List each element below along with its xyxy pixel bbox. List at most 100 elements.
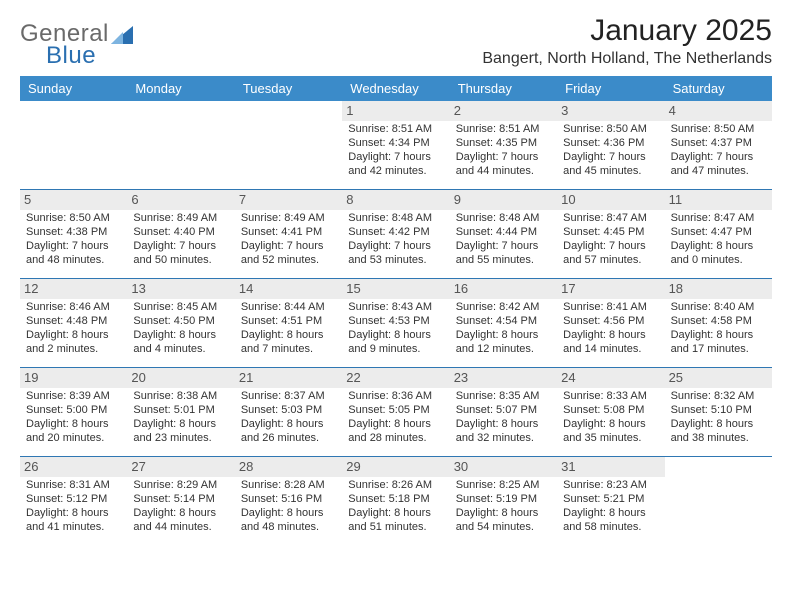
daylight-line: Daylight: 8 hours and 14 minutes. — [563, 329, 658, 357]
sunset-line: Sunset: 4:45 PM — [563, 226, 658, 240]
day-number: 9 — [450, 190, 557, 210]
day-cell: 14Sunrise: 8:44 AMSunset: 4:51 PMDayligh… — [235, 279, 342, 367]
dow-cell: Saturday — [665, 76, 772, 101]
sunset-line: Sunset: 4:36 PM — [563, 137, 658, 151]
calendar-body: 1Sunrise: 8:51 AMSunset: 4:34 PMDaylight… — [20, 101, 772, 545]
daylight-line: Daylight: 7 hours and 55 minutes. — [456, 240, 551, 268]
day-number: 1 — [342, 101, 449, 121]
day-cell: 18Sunrise: 8:40 AMSunset: 4:58 PMDayligh… — [665, 279, 772, 367]
daylight-line: Daylight: 8 hours and 7 minutes. — [241, 329, 336, 357]
day-number: 8 — [342, 190, 449, 210]
daylight-line: Daylight: 8 hours and 9 minutes. — [348, 329, 443, 357]
sunrise-line: Sunrise: 8:50 AM — [563, 123, 658, 137]
daylight-line: Daylight: 7 hours and 44 minutes. — [456, 151, 551, 179]
day-number: 22 — [342, 368, 449, 388]
day-cell: 29Sunrise: 8:26 AMSunset: 5:18 PMDayligh… — [342, 457, 449, 545]
day-cell: 31Sunrise: 8:23 AMSunset: 5:21 PMDayligh… — [557, 457, 664, 545]
sunrise-line: Sunrise: 8:43 AM — [348, 301, 443, 315]
sunset-line: Sunset: 5:16 PM — [241, 493, 336, 507]
sunrise-line: Sunrise: 8:51 AM — [456, 123, 551, 137]
day-number: 15 — [342, 279, 449, 299]
brand-part2: Blue — [46, 42, 133, 70]
sunset-line: Sunset: 5:19 PM — [456, 493, 551, 507]
daylight-line: Daylight: 7 hours and 53 minutes. — [348, 240, 443, 268]
day-number: 10 — [557, 190, 664, 210]
day-cell: 22Sunrise: 8:36 AMSunset: 5:05 PMDayligh… — [342, 368, 449, 456]
daylight-line: Daylight: 7 hours and 57 minutes. — [563, 240, 658, 268]
day-number: 24 — [557, 368, 664, 388]
day-number: 2 — [450, 101, 557, 121]
day-cell-empty — [665, 457, 772, 545]
dow-header-row: SundayMondayTuesdayWednesdayThursdayFrid… — [20, 76, 772, 101]
day-number: 16 — [450, 279, 557, 299]
sunset-line: Sunset: 4:42 PM — [348, 226, 443, 240]
daylight-line: Daylight: 8 hours and 17 minutes. — [671, 329, 766, 357]
sunset-line: Sunset: 4:51 PM — [241, 315, 336, 329]
daylight-line: Daylight: 7 hours and 48 minutes. — [26, 240, 121, 268]
day-number: 17 — [557, 279, 664, 299]
daylight-line: Daylight: 7 hours and 42 minutes. — [348, 151, 443, 179]
sunrise-line: Sunrise: 8:44 AM — [241, 301, 336, 315]
day-cell: 25Sunrise: 8:32 AMSunset: 5:10 PMDayligh… — [665, 368, 772, 456]
day-cell: 17Sunrise: 8:41 AMSunset: 4:56 PMDayligh… — [557, 279, 664, 367]
dow-cell: Thursday — [450, 76, 557, 101]
sunrise-line: Sunrise: 8:29 AM — [133, 479, 228, 493]
sunrise-line: Sunrise: 8:46 AM — [26, 301, 121, 315]
day-number: 31 — [557, 457, 664, 477]
daylight-line: Daylight: 8 hours and 58 minutes. — [563, 507, 658, 535]
day-number: 11 — [665, 190, 772, 210]
day-cell: 1Sunrise: 8:51 AMSunset: 4:34 PMDaylight… — [342, 101, 449, 189]
day-cell: 3Sunrise: 8:50 AMSunset: 4:36 PMDaylight… — [557, 101, 664, 189]
sunrise-line: Sunrise: 8:36 AM — [348, 390, 443, 404]
day-cell: 16Sunrise: 8:42 AMSunset: 4:54 PMDayligh… — [450, 279, 557, 367]
sunset-line: Sunset: 4:41 PM — [241, 226, 336, 240]
daylight-line: Daylight: 8 hours and 48 minutes. — [241, 507, 336, 535]
day-number: 27 — [127, 457, 234, 477]
day-number: 29 — [342, 457, 449, 477]
sunrise-line: Sunrise: 8:32 AM — [671, 390, 766, 404]
day-number: 26 — [20, 457, 127, 477]
day-cell: 20Sunrise: 8:38 AMSunset: 5:01 PMDayligh… — [127, 368, 234, 456]
sunset-line: Sunset: 4:35 PM — [456, 137, 551, 151]
week-row: 19Sunrise: 8:39 AMSunset: 5:00 PMDayligh… — [20, 368, 772, 457]
sunrise-line: Sunrise: 8:25 AM — [456, 479, 551, 493]
dow-cell: Wednesday — [342, 76, 449, 101]
day-cell: 10Sunrise: 8:47 AMSunset: 4:45 PMDayligh… — [557, 190, 664, 278]
sunrise-line: Sunrise: 8:33 AM — [563, 390, 658, 404]
daylight-line: Daylight: 7 hours and 52 minutes. — [241, 240, 336, 268]
day-number: 4 — [665, 101, 772, 121]
sunset-line: Sunset: 5:12 PM — [26, 493, 121, 507]
sunrise-line: Sunrise: 8:50 AM — [26, 212, 121, 226]
sunrise-line: Sunrise: 8:47 AM — [671, 212, 766, 226]
calendar: SundayMondayTuesdayWednesdayThursdayFrid… — [20, 76, 772, 545]
day-number: 23 — [450, 368, 557, 388]
sunrise-line: Sunrise: 8:45 AM — [133, 301, 228, 315]
week-row: 26Sunrise: 8:31 AMSunset: 5:12 PMDayligh… — [20, 457, 772, 545]
week-row: 1Sunrise: 8:51 AMSunset: 4:34 PMDaylight… — [20, 101, 772, 190]
sunrise-line: Sunrise: 8:49 AM — [133, 212, 228, 226]
sunset-line: Sunset: 4:40 PM — [133, 226, 228, 240]
day-number: 12 — [20, 279, 127, 299]
day-cell: 30Sunrise: 8:25 AMSunset: 5:19 PMDayligh… — [450, 457, 557, 545]
day-cell: 27Sunrise: 8:29 AMSunset: 5:14 PMDayligh… — [127, 457, 234, 545]
day-cell: 7Sunrise: 8:49 AMSunset: 4:41 PMDaylight… — [235, 190, 342, 278]
dow-cell: Sunday — [20, 76, 127, 101]
day-cell: 23Sunrise: 8:35 AMSunset: 5:07 PMDayligh… — [450, 368, 557, 456]
sunrise-line: Sunrise: 8:42 AM — [456, 301, 551, 315]
sunrise-line: Sunrise: 8:28 AM — [241, 479, 336, 493]
sunset-line: Sunset: 5:10 PM — [671, 404, 766, 418]
sunrise-line: Sunrise: 8:35 AM — [456, 390, 551, 404]
sunset-line: Sunset: 4:47 PM — [671, 226, 766, 240]
sunset-line: Sunset: 4:54 PM — [456, 315, 551, 329]
day-cell: 2 Sunrise: 8:51 AMSunset: 4:35 PMDaylight… — [450, 101, 557, 189]
title-block: January 2025 Bangert, North Holland, The… — [482, 14, 772, 68]
daylight-line: Daylight: 8 hours and 51 minutes. — [348, 507, 443, 535]
daylight-line: Daylight: 7 hours and 45 minutes. — [563, 151, 658, 179]
sunset-line: Sunset: 4:37 PM — [671, 137, 766, 151]
daylight-line: Daylight: 8 hours and 26 minutes. — [241, 418, 336, 446]
header: GeneralBlue January 2025 Bangert, North … — [20, 14, 772, 70]
sunset-line: Sunset: 4:48 PM — [26, 315, 121, 329]
day-number: 6 — [127, 190, 234, 210]
day-number: 18 — [665, 279, 772, 299]
day-cell: 15Sunrise: 8:43 AMSunset: 4:53 PMDayligh… — [342, 279, 449, 367]
